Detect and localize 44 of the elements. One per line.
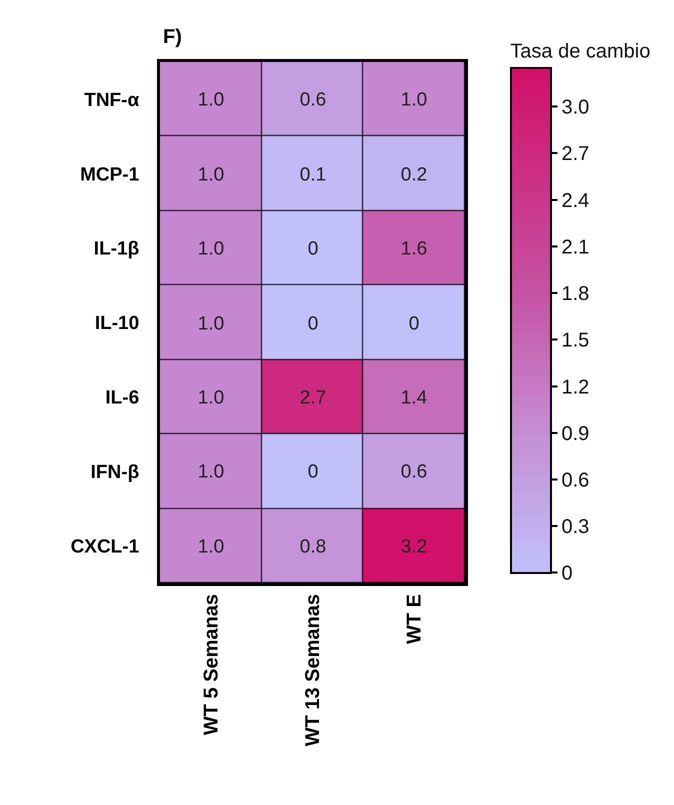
data-label: 0: [308, 314, 318, 335]
color-bar-title: Tasa de cambio: [510, 40, 650, 63]
data-label: 0.8: [300, 536, 326, 558]
data-label: 1.0: [198, 90, 224, 111]
color-bar-label: 2.4: [562, 190, 590, 212]
data-label: 0: [308, 462, 318, 483]
data-label: 1.0: [198, 238, 224, 260]
color-bar-label: 3.0: [562, 96, 590, 119]
data-label: 0: [308, 238, 318, 260]
data-label: 1.0: [198, 314, 224, 335]
x-tick-label: WT 5 Semanas: [200, 594, 222, 736]
data-label: 3.2: [400, 536, 428, 558]
color-bar-label: 1.2: [562, 376, 590, 398]
data-label: 1.0: [198, 462, 224, 483]
y-tick-label: TNF-α: [84, 90, 140, 111]
y-tick-label: IL-1β: [94, 238, 140, 260]
chart-title: F): [163, 26, 182, 48]
color-bar-label: 1.5: [562, 330, 590, 352]
data-label: 0: [408, 314, 420, 335]
data-label: 0.2: [400, 164, 428, 186]
color-bar-label: 0.6: [562, 470, 590, 492]
y-tick-label: IL-6: [105, 388, 140, 409]
data-label: 1.0: [198, 388, 224, 409]
color-bar-label: 1.8: [562, 283, 590, 306]
data-label: 1.6: [400, 238, 428, 260]
data-label: 0.1: [300, 164, 326, 186]
data-label: 1.0: [198, 536, 224, 558]
x-tick-label: WT E: [404, 594, 426, 644]
data-label: 0.6: [400, 462, 428, 483]
color-bar-label: 0.3: [562, 516, 590, 538]
color-bar-label: 0: [562, 562, 573, 585]
color-bar-label: 0.9: [562, 422, 590, 445]
x-tick-label: WT 13 Semanas: [302, 594, 324, 746]
data-label: 1.4: [400, 388, 428, 409]
data-label: 1.0: [198, 164, 224, 186]
color-bar-label: 2.1: [562, 236, 590, 258]
y-tick-label: IL-10: [94, 313, 140, 334]
y-tick-label: MCP-1: [80, 164, 140, 186]
data-label: 0.6: [300, 90, 326, 111]
y-tick-label: IFN-β: [90, 462, 140, 484]
y-tick-label: CXCL-1: [70, 536, 140, 558]
data-label: 2.7: [300, 388, 326, 409]
data-label: 1.0: [400, 90, 428, 111]
color-bar-label: 2.7: [562, 143, 590, 166]
